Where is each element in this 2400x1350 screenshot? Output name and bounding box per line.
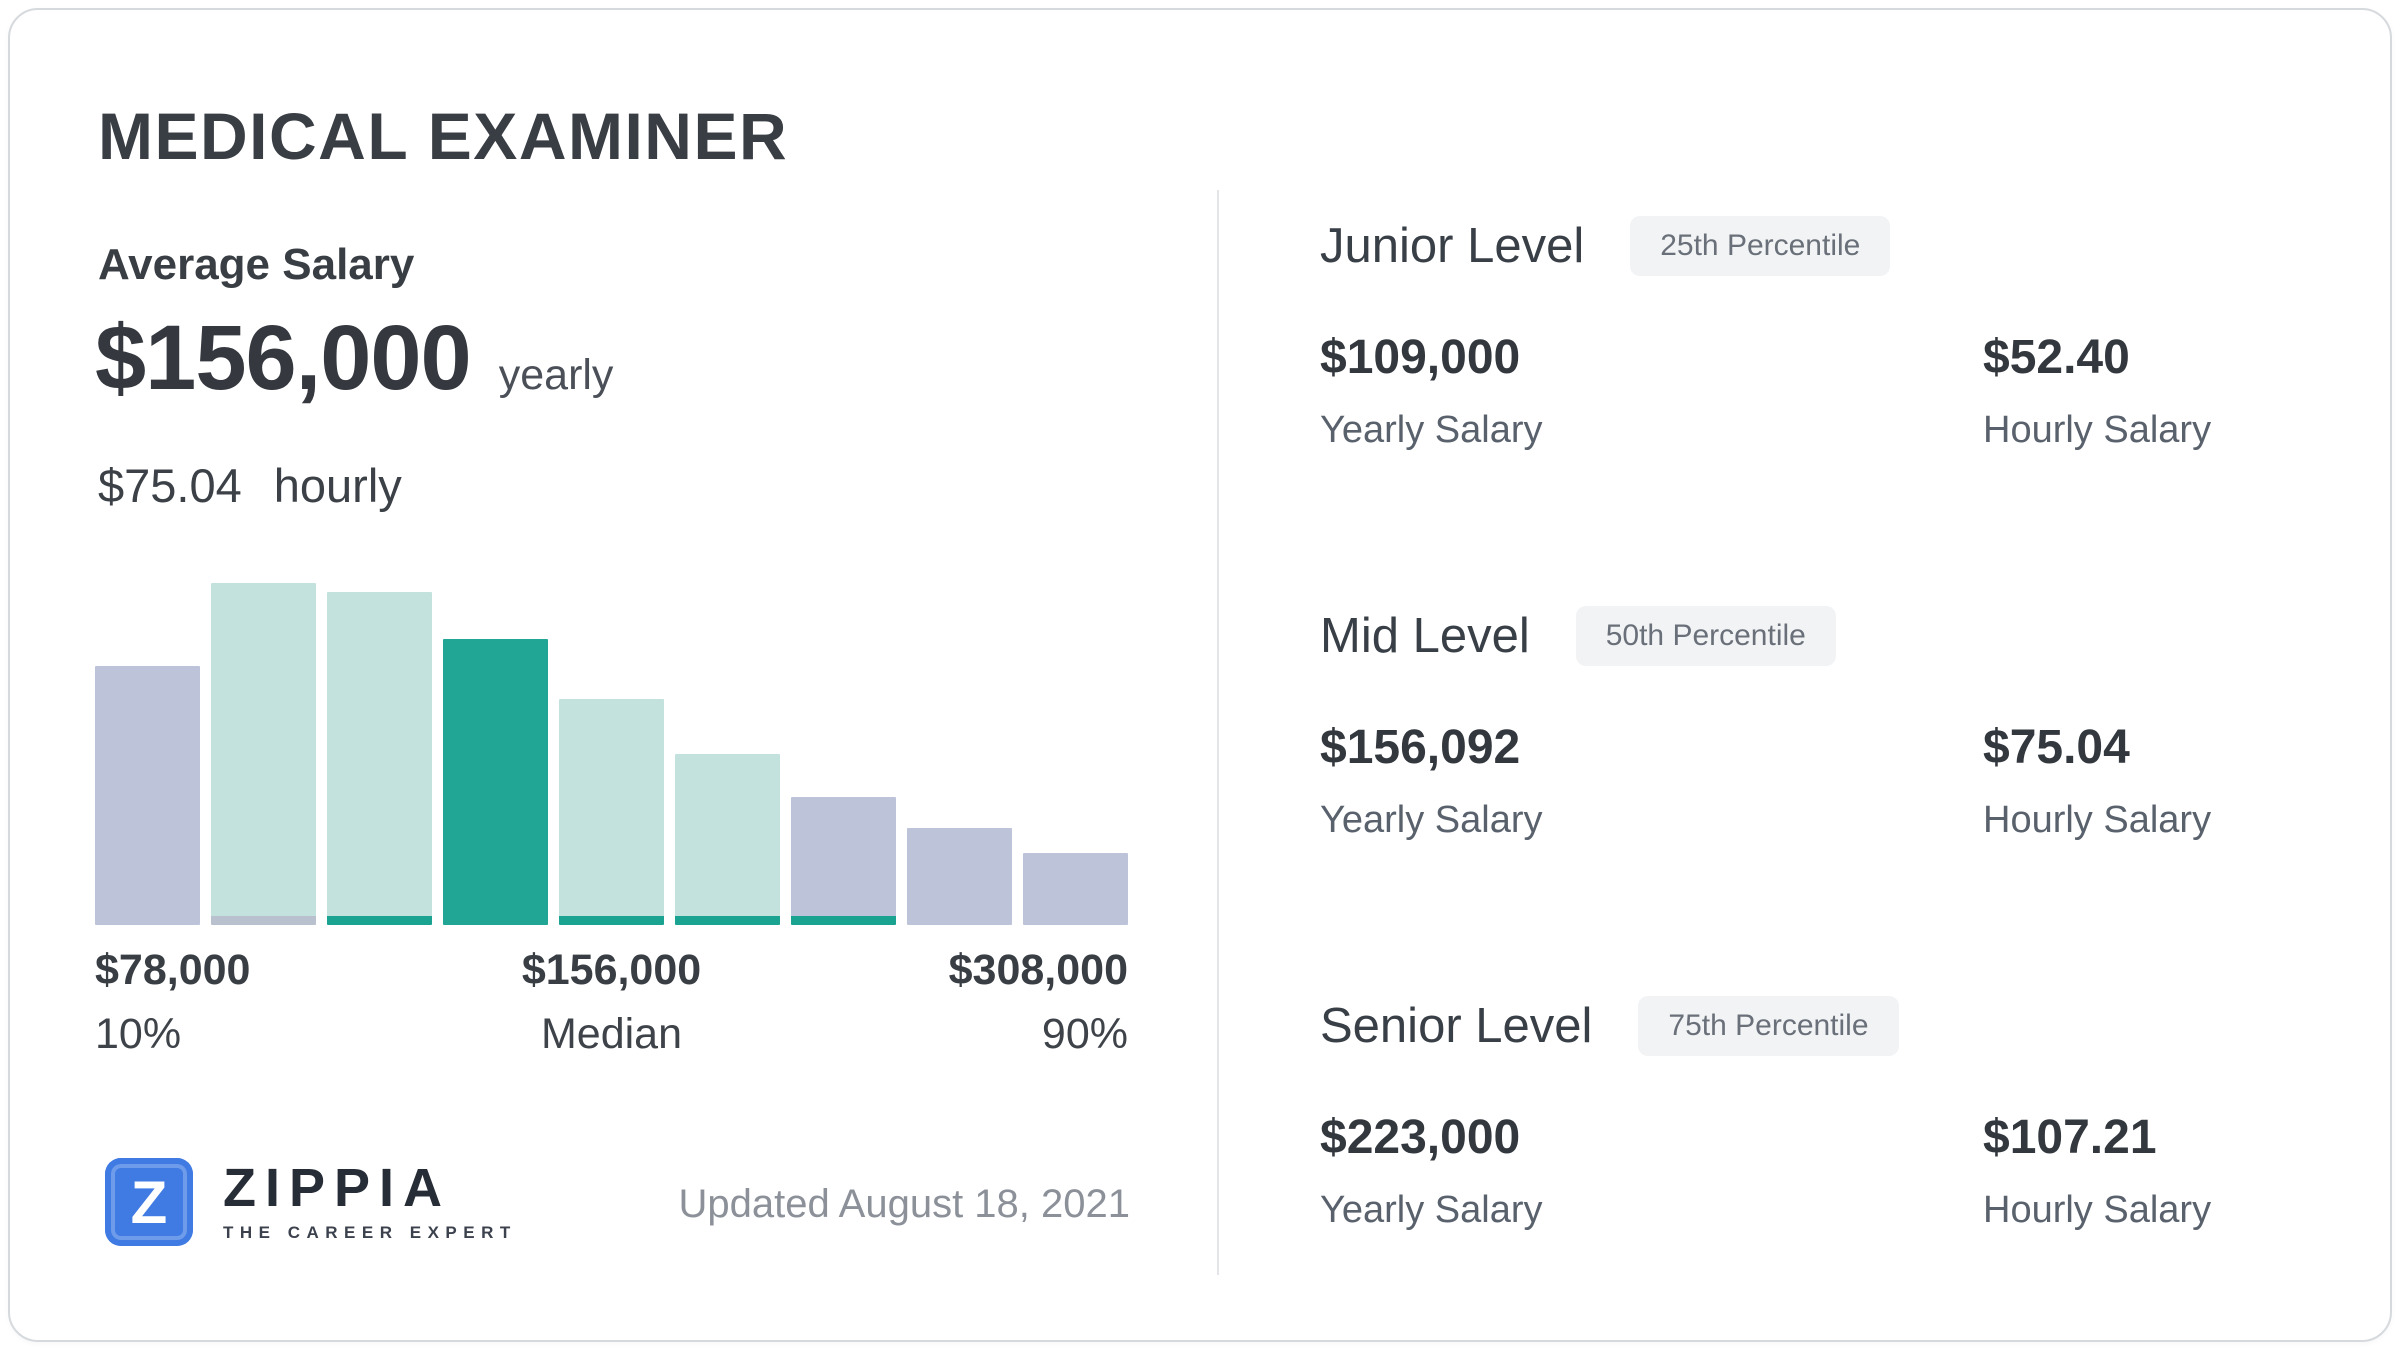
- junior-hourly-value: $52.40: [1983, 331, 2130, 384]
- junior-hourly-label: Hourly Salary: [1983, 409, 2212, 451]
- vertical-divider: [1217, 190, 1219, 1275]
- tick-10th-value: $78,000: [95, 946, 251, 994]
- junior-values-row: $109,000 $52.40: [1320, 330, 2310, 385]
- mid-percentile-badge: 50th Percentile: [1575, 606, 1836, 666]
- mid-hourly-value: $75.04: [1983, 721, 2130, 774]
- tick-10th-label: 10%: [95, 1010, 182, 1058]
- senior-values-row: $223,000 $107.21: [1320, 1110, 2310, 1165]
- zippia-logo: Z ZIPPIA THE CAREER EXPERT: [105, 1158, 517, 1246]
- salary-histogram: [95, 580, 1128, 925]
- section-junior-level: Junior Level 25th Percentile $109,000 $5…: [1320, 216, 2310, 452]
- senior-hourly-label: Hourly Salary: [1983, 1189, 2212, 1231]
- junior-yearly-value: $109,000: [1320, 331, 1521, 384]
- mid-level-header: Mid Level 50th Percentile: [1320, 606, 2310, 666]
- tick-median-label: Median: [540, 1010, 683, 1058]
- tick-median-value: $156,000: [521, 946, 702, 994]
- senior-labels-row: Yearly Salary Hourly Salary: [1320, 1189, 2310, 1232]
- histogram-bar: [95, 666, 200, 925]
- senior-hourly-value: $107.21: [1983, 1111, 2157, 1164]
- average-hourly-value: $75.04: [98, 459, 242, 512]
- zippia-logo-letter: Z: [130, 1168, 168, 1236]
- updated-date: Updated August 18, 2021: [678, 1182, 1130, 1226]
- zippia-tagline: THE CAREER EXPERT: [223, 1223, 517, 1242]
- mid-labels-row: Yearly Salary Hourly Salary: [1320, 799, 2310, 842]
- junior-percentile-badge: 25th Percentile: [1630, 216, 1891, 276]
- mid-level-title: Mid Level: [1320, 609, 1530, 663]
- average-yearly-unit: yearly: [498, 351, 614, 399]
- average-yearly-value: $156,000: [95, 307, 472, 409]
- zippia-logo-icon: Z: [105, 1158, 193, 1246]
- mid-hourly-label: Hourly Salary: [1983, 799, 2212, 841]
- section-mid-level: Mid Level 50th Percentile $156,092 $75.0…: [1320, 606, 2310, 842]
- histogram-tick-labels: 10% Median 90%: [95, 1010, 1128, 1062]
- senior-yearly-label: Yearly Salary: [1320, 1189, 1543, 1231]
- mid-yearly-value: $156,092: [1320, 721, 1521, 774]
- page-title: MEDICAL EXAMINER: [98, 99, 789, 173]
- zippia-wordmark: ZIPPIA: [223, 1158, 452, 1218]
- average-hourly-salary: $75.04 hourly: [98, 458, 402, 513]
- junior-level-title: Junior Level: [1320, 219, 1585, 273]
- senior-percentile-badge: 75th Percentile: [1638, 996, 1899, 1056]
- tick-90th-label: 90%: [1041, 1010, 1128, 1058]
- average-hourly-unit: hourly: [273, 459, 402, 512]
- tick-90th-value: $308,000: [948, 946, 1128, 994]
- histogram-bar: [211, 583, 316, 925]
- junior-level-header: Junior Level 25th Percentile: [1320, 216, 2310, 276]
- average-yearly-salary: $156,000 yearly: [95, 306, 613, 411]
- histogram-bar: [791, 797, 896, 925]
- senior-level-title: Senior Level: [1320, 999, 1593, 1053]
- junior-yearly-label: Yearly Salary: [1320, 409, 1543, 451]
- senior-level-header: Senior Level 75th Percentile: [1320, 996, 2310, 1056]
- average-salary-heading: Average Salary: [98, 240, 415, 289]
- histogram-bar: [675, 754, 780, 925]
- section-senior-level: Senior Level 75th Percentile $223,000 $1…: [1320, 996, 2310, 1232]
- zippia-logo-text: ZIPPIA THE CAREER EXPERT: [223, 1161, 517, 1243]
- mid-yearly-label: Yearly Salary: [1320, 799, 1543, 841]
- senior-yearly-value: $223,000: [1320, 1111, 1521, 1164]
- histogram-bar: [1023, 852, 1128, 925]
- histogram-bar: [559, 699, 664, 925]
- junior-labels-row: Yearly Salary Hourly Salary: [1320, 409, 2310, 452]
- histogram-bar: [327, 592, 432, 925]
- histogram-tick-values: $78,000 $156,000 $308,000: [95, 946, 1128, 998]
- histogram-bar: [443, 638, 548, 925]
- mid-values-row: $156,092 $75.04: [1320, 720, 2310, 775]
- histogram-bar: [907, 828, 1012, 925]
